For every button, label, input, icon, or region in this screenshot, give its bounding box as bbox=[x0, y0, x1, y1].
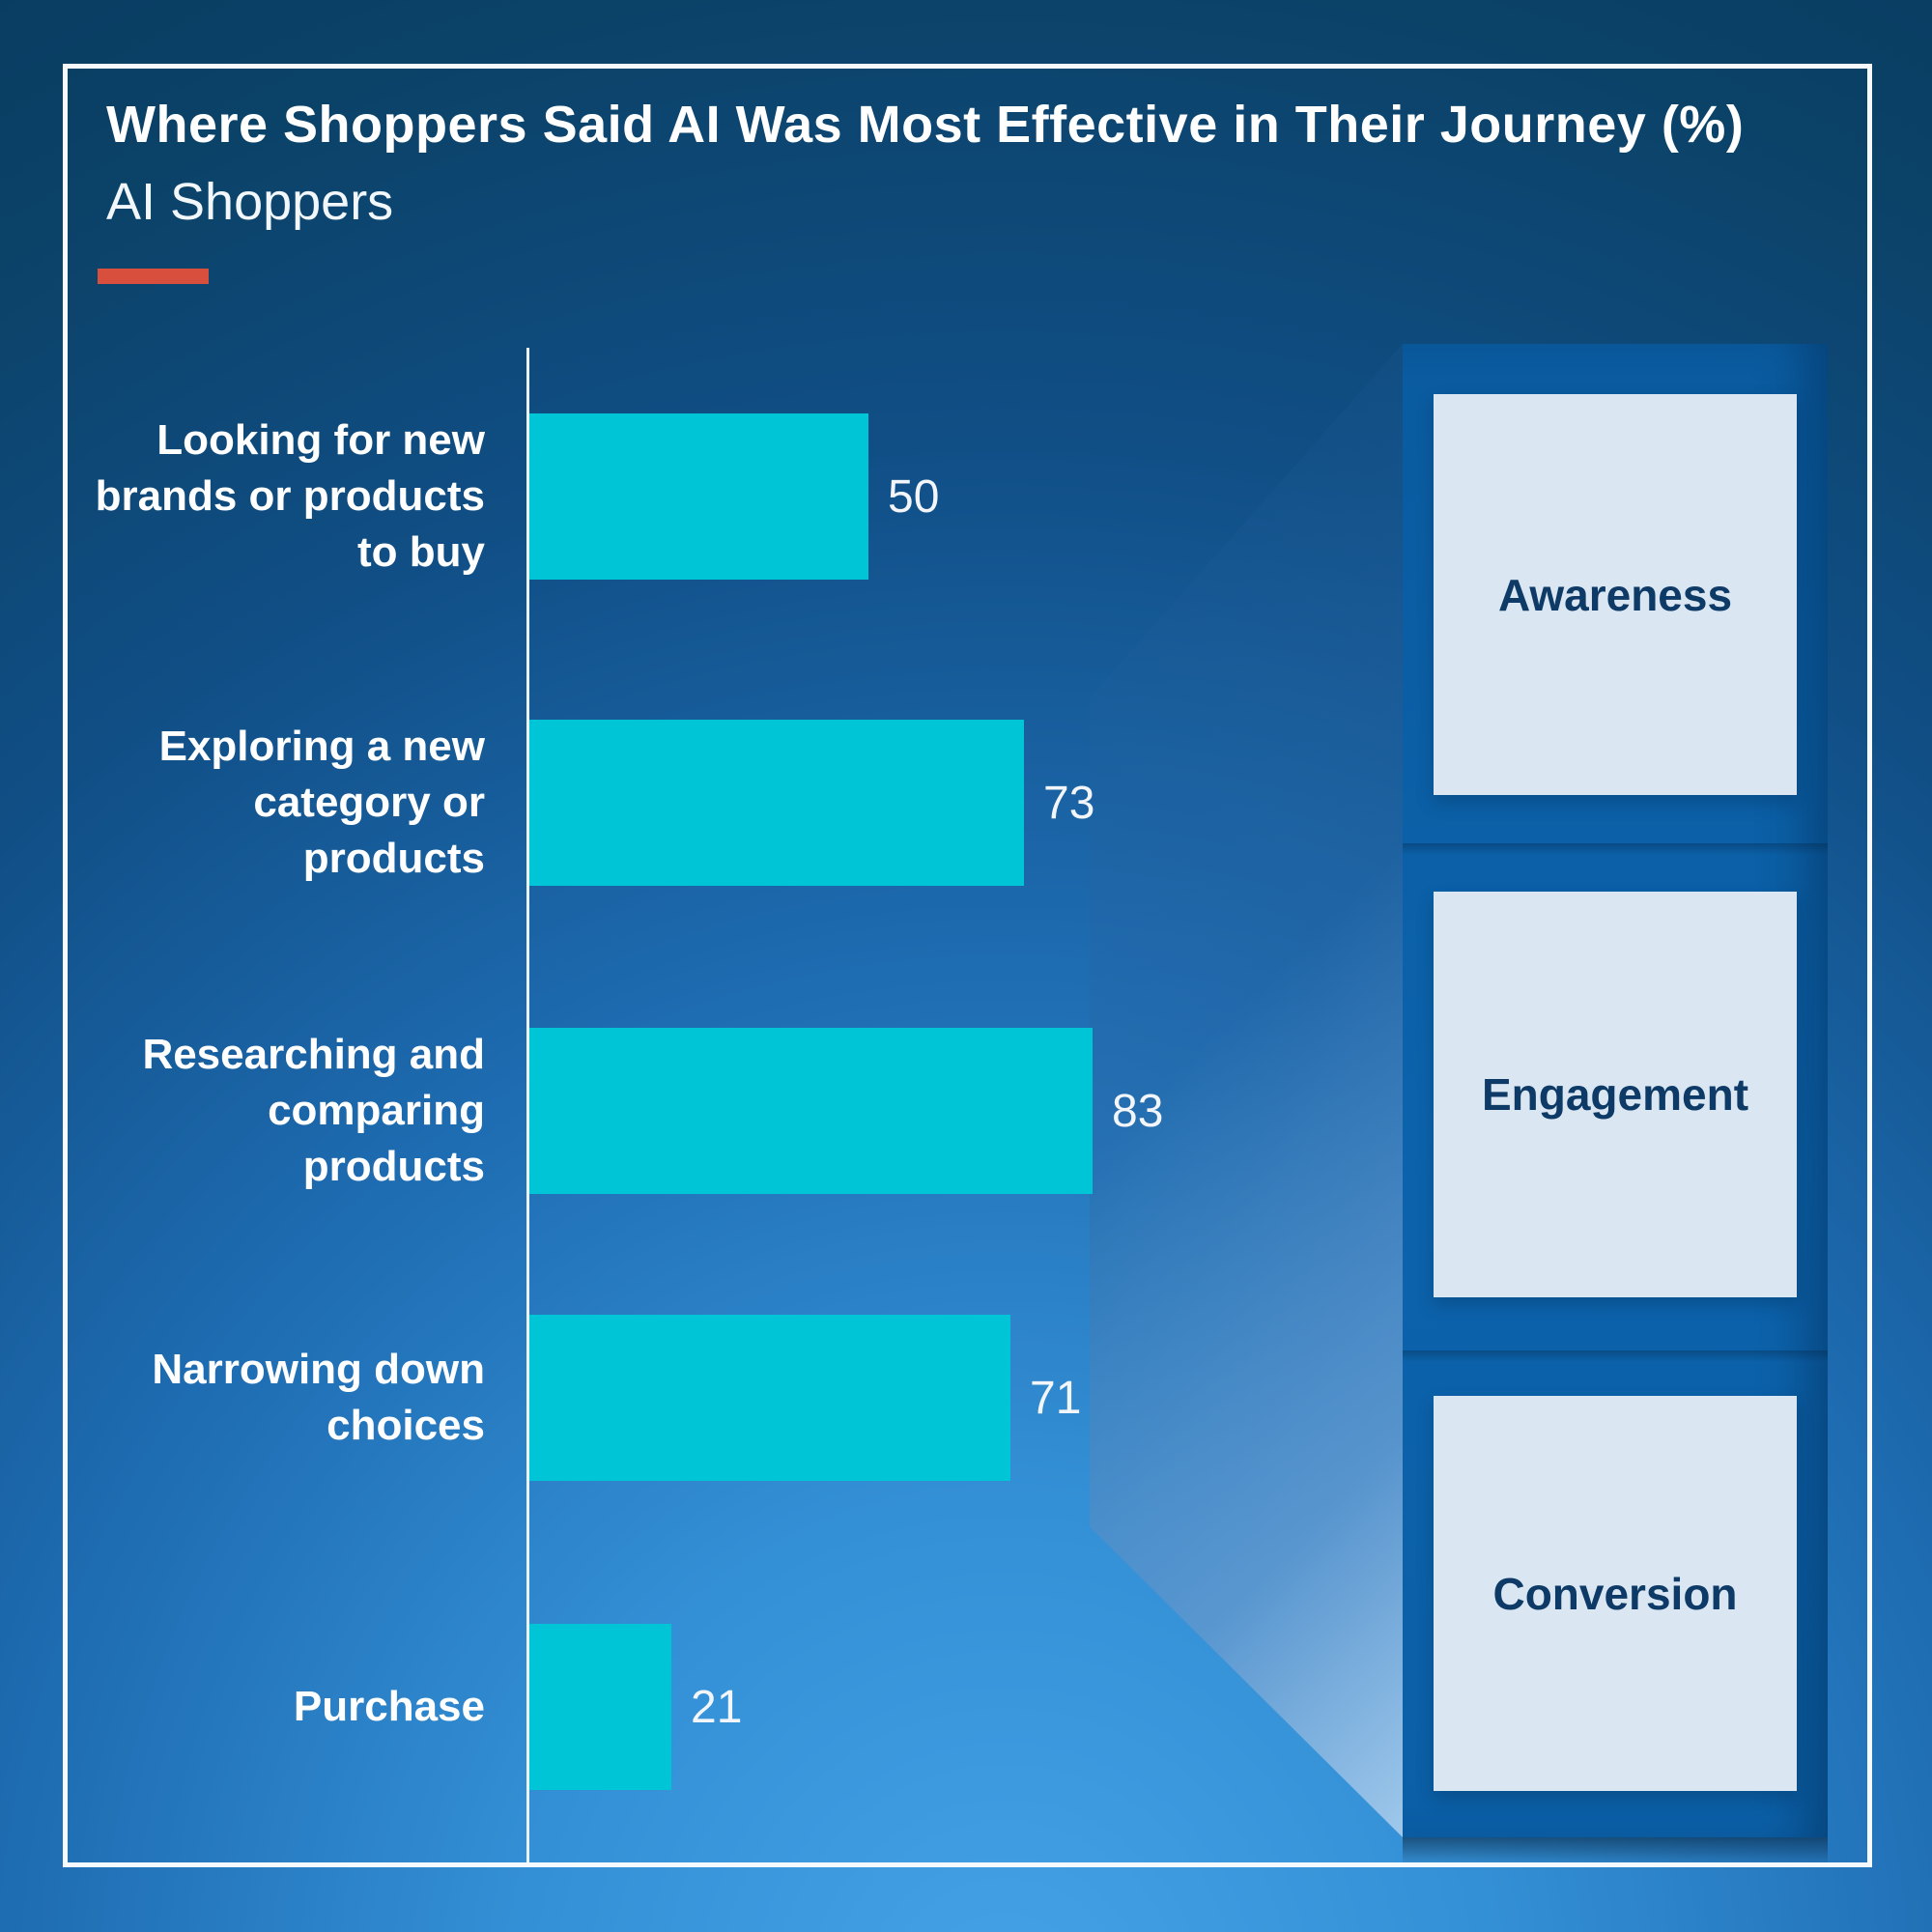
stage-box-conversion: Conversion bbox=[1434, 1396, 1797, 1791]
bar-row: Researching and comparing products 83 bbox=[0, 1028, 1932, 1194]
value-label: 83 bbox=[1112, 1085, 1164, 1137]
value-label: 71 bbox=[1030, 1372, 1082, 1424]
bar bbox=[529, 1624, 671, 1790]
value-label: 21 bbox=[691, 1681, 743, 1733]
value-label: 73 bbox=[1043, 777, 1095, 829]
bar-row: Looking for new brands or products to bu… bbox=[0, 413, 1932, 580]
value-label: 50 bbox=[888, 470, 940, 523]
journey-stage-panel: Awareness Engagement Conversion bbox=[1403, 344, 1828, 1837]
stage-label: Awareness bbox=[1497, 569, 1733, 620]
stage-box-awareness: Awareness bbox=[1434, 394, 1797, 795]
accent-bar bbox=[98, 269, 209, 284]
stage-label: Conversion bbox=[1492, 1568, 1738, 1619]
panel-drop-shadow bbox=[1403, 1837, 1828, 1866]
category-label: Looking for new brands or products to bu… bbox=[95, 416, 485, 576]
bar bbox=[529, 413, 868, 580]
bar-row: Exploring a new category or products 73 bbox=[0, 720, 1932, 886]
category-label: Exploring a new category or products bbox=[158, 723, 485, 882]
category-label: Narrowing down choices bbox=[152, 1346, 485, 1449]
bar bbox=[529, 1028, 1093, 1194]
bar-row: Purchase 21 bbox=[0, 1624, 1932, 1790]
stage-label: Engagement bbox=[1481, 1069, 1749, 1120]
category-label: Researching and comparing products bbox=[142, 1031, 485, 1190]
chart-subtitle: AI Shoppers bbox=[106, 173, 394, 231]
stage-box-engagement: Engagement bbox=[1434, 892, 1797, 1297]
y-axis-line bbox=[526, 348, 529, 1864]
panel-seam bbox=[1403, 843, 1828, 855]
panel-seam bbox=[1403, 1350, 1828, 1362]
chart-title: Where Shoppers Said AI Was Most Effectiv… bbox=[106, 96, 1745, 154]
category-label: Purchase bbox=[293, 1683, 485, 1730]
bar bbox=[529, 720, 1024, 886]
bar-row: Narrowing down choices 71 bbox=[0, 1315, 1932, 1481]
bar bbox=[529, 1315, 1010, 1481]
